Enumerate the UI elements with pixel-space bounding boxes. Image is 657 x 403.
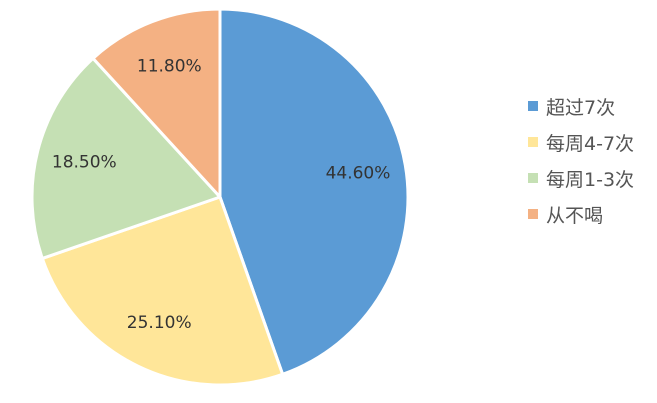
pie-slices (30, 7, 410, 387)
legend-swatch-3 (528, 209, 538, 219)
pie-slice-0 (218, 7, 410, 376)
legend-label-0: 超过7次 (546, 96, 616, 119)
pie-slice-1 (40, 195, 285, 387)
legend-label-3: 从不喝 (546, 204, 604, 227)
legend: 超过7次 每周4-7次 每周1-3次 从不喝 (528, 88, 634, 232)
pie-data-label-0: 44.60% (326, 163, 391, 183)
legend-item-1: 每周4-7次 (528, 124, 634, 160)
pie-data-label-3: 11.80% (137, 57, 202, 77)
legend-item-2: 每周1-3次 (528, 160, 634, 196)
pie-data-label-2: 18.50% (52, 153, 117, 173)
pie-data-labels: 44.60% 25.10% 18.50% 11.80% (52, 57, 391, 334)
legend-item-3: 从不喝 (528, 196, 634, 232)
pie-data-label-1: 25.10% (127, 313, 192, 333)
pie-slice-3 (91, 7, 222, 199)
legend-label-1: 每周4-7次 (546, 132, 635, 155)
legend-swatch-0 (528, 101, 538, 111)
legend-swatch-1 (528, 137, 538, 147)
legend-swatch-2 (528, 173, 538, 183)
legend-label-2: 每周1-3次 (546, 168, 635, 191)
pie-slice-2 (30, 56, 222, 260)
legend-item-0: 超过7次 (528, 88, 634, 124)
